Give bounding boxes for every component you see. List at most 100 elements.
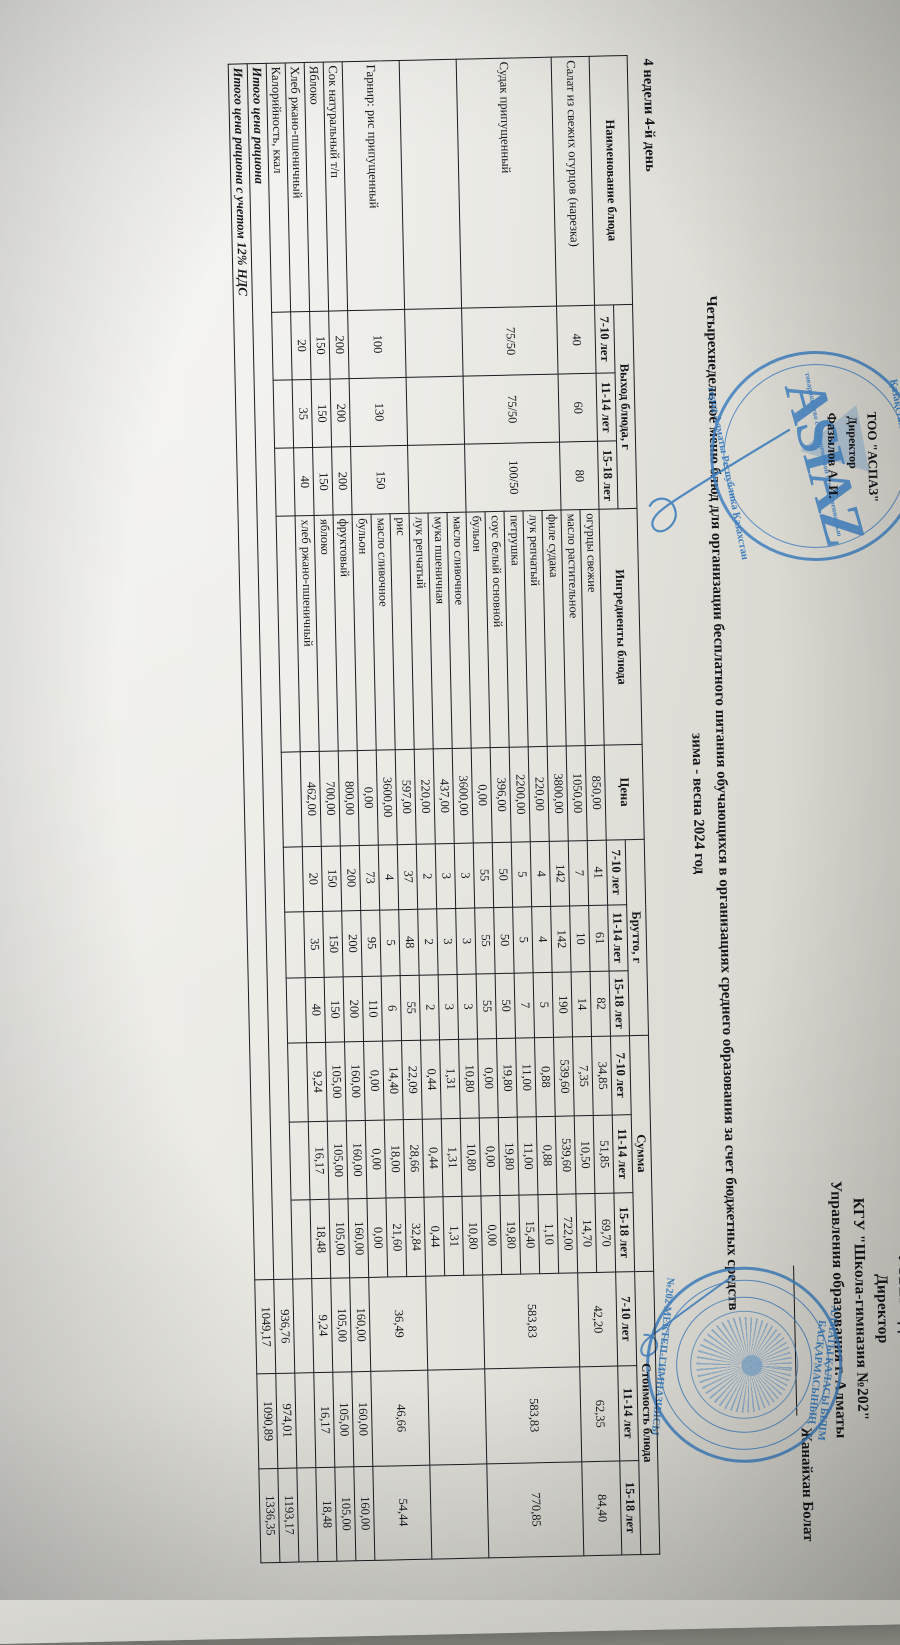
dish-output-2: 200 (330, 378, 351, 448)
dish-output-1: 150 (309, 311, 331, 380)
brutto-2: 3 (436, 908, 458, 975)
dish-cost-2: 583,83 (484, 1367, 582, 1464)
summa-1: 0,44 (420, 1039, 442, 1119)
brutto-3: 55 (476, 973, 497, 1040)
total-row-value-1: 936,76 (273, 1278, 295, 1374)
summa-2: 19,80 (498, 1116, 519, 1196)
brutto-3: 3 (457, 973, 478, 1040)
brutto-3: 2 (419, 974, 440, 1041)
dish-name: Судак припущенный (456, 57, 557, 309)
dish-cost-3: 105,00 (334, 1466, 356, 1562)
company-director-name: Фазылов А. И. (824, 412, 842, 499)
summa-1: 34,85 (591, 1036, 613, 1116)
summa-3: 18,48 (309, 1199, 331, 1279)
th-age-2: 11-14 лет (607, 904, 629, 971)
stamp-top-arc: Қазақстан Республикасы (887, 378, 900, 499)
ingredient-price: 220,00 (414, 749, 436, 844)
th-age-2: 11-14 лет (596, 372, 617, 442)
summa-2: 105,00 (327, 1120, 348, 1200)
summa-3: 160,00 (347, 1198, 369, 1278)
brutto-3: 150 (324, 976, 345, 1043)
th-age-2: 11-14 лет (612, 1114, 633, 1194)
gov-stamp-outer-ring (636, 1257, 852, 1473)
summa-3: 14,70 (575, 1193, 597, 1273)
ingredient-price: 3600,00 (376, 749, 398, 845)
summa-3: 0,44 (423, 1197, 445, 1277)
summa-3: 1,10 (537, 1194, 559, 1274)
approval-block: "УТВЕРЖДАЮ" Директор КГУ "Школа-гимназия… (822, 1073, 900, 1545)
dish-output-1: 40 (556, 305, 597, 375)
dish-output-2: 150 (311, 379, 332, 448)
ingredient-price: 462,00 (300, 751, 322, 847)
brutto-1: 142 (549, 840, 570, 907)
brutto-2: 5 (512, 906, 534, 973)
dish-cost-3: 160,00 (353, 1465, 375, 1561)
brutto-1: 200 (340, 845, 361, 911)
dish-output-3: 80 (559, 441, 600, 511)
th-age-1: 7-10 лет (615, 1271, 637, 1367)
summa-2: 0,88 (536, 1115, 557, 1195)
brutto-1: 20 (302, 845, 323, 912)
brutto-2: 61 (588, 905, 610, 972)
dish-output-1: 200 (328, 310, 350, 380)
summa-3: 722,00 (556, 1194, 578, 1274)
brutto-2: 150 (322, 910, 344, 977)
brutto-1: 55 (473, 842, 494, 909)
summa-3: 105,00 (328, 1199, 350, 1279)
brutto-1: 50 (492, 841, 513, 908)
ingredient-price: 220,00 (528, 746, 550, 842)
dish-cost-3: 84,40 (581, 1460, 622, 1556)
th-age-2: 11-14 лет (617, 1365, 639, 1461)
company-line: ТОО "АСПАЗ" (864, 411, 882, 503)
brutto-3: 7 (514, 972, 535, 1039)
dish-output-3 (407, 444, 467, 514)
summa-1: 160,00 (344, 1041, 366, 1121)
signature-row: Жанайхан Болат (790, 1111, 817, 1542)
brutto-1: 150 (321, 845, 342, 912)
calories-cell-8 (287, 1042, 309, 1122)
dish-cost-2: 46,66 (370, 1370, 430, 1466)
brutto-2: 48 (398, 909, 420, 976)
th-price: Цена (604, 744, 645, 840)
brutto-2: 2 (417, 908, 439, 975)
brutto-2: 95 (360, 910, 382, 977)
summa-3: 10,80 (461, 1196, 483, 1276)
summa-1: 539,60 (553, 1036, 575, 1116)
calories-cell-10 (290, 1199, 312, 1279)
dish-output-1 (404, 308, 464, 378)
calories-cell-7 (286, 977, 307, 1044)
brutto-3: 5 (533, 971, 554, 1038)
dish-output-3: 100/50 (464, 442, 562, 513)
ingredient-price: 700,00 (319, 751, 341, 846)
ingredient-price: 437,00 (433, 748, 455, 844)
brutto-2: 50 (493, 907, 515, 974)
table-body: Салат из свежих огурцов (нарезка) 40 60 80 о… (228, 56, 622, 1563)
dish-output-2 (406, 376, 465, 446)
summa-2: 10,80 (460, 1117, 481, 1197)
total-row-value-3: 1193,17 (277, 1467, 299, 1563)
dish-output-3: 40 (293, 447, 315, 517)
dish-cost-2 (427, 1369, 487, 1465)
summa-3: 0,00 (366, 1198, 388, 1278)
stamp-center-text: товарищество с ограниченной ответственно… (802, 371, 845, 538)
summa-2: 18,00 (384, 1119, 405, 1199)
signer-name: Жанайхан Болат (797, 1427, 817, 1542)
dish-cost-1: 36,49 (368, 1276, 428, 1372)
dish-output-3: 200 (331, 446, 353, 516)
total-vat-row-value-3: 1336,35 (258, 1467, 280, 1563)
summa-1: 0,88 (534, 1037, 556, 1117)
brutto-1: 3 (435, 842, 456, 909)
summa-2: 0,44 (422, 1118, 443, 1198)
dish-cost-3: 770,85 (486, 1461, 584, 1558)
th-name: Наименование блюда (589, 55, 633, 306)
brutto-2: 4 (531, 906, 553, 973)
calories-cell-2 (274, 448, 296, 517)
summa-3: 1,31 (442, 1196, 464, 1276)
summa-2: 51,85 (593, 1114, 614, 1194)
dish-cost-1: 42,20 (577, 1271, 618, 1368)
brutto-3: 14 (571, 971, 592, 1037)
ingredient-price: 3600,00 (452, 748, 474, 843)
summa-3: 32,84 (404, 1197, 426, 1277)
total-vat-row-value-1: 1049,17 (254, 1279, 276, 1375)
